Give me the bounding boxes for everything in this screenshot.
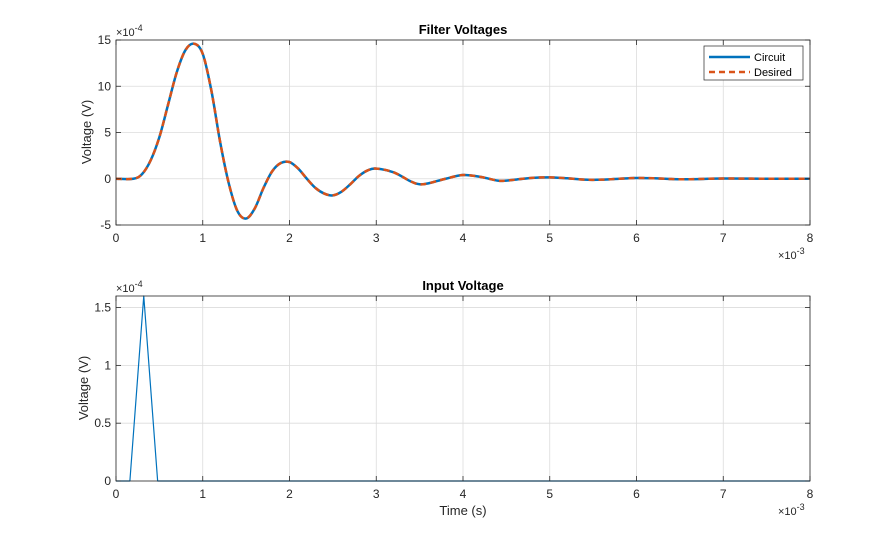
ticks: 0 1 2 3 4 5 6 7 8 0 0.5 1 1.5	[94, 296, 814, 501]
chart-title: Input Voltage	[422, 278, 503, 293]
y-tick-label: 1	[104, 358, 111, 372]
x-tick-label: 1	[199, 487, 206, 501]
y-exponent: ×10-4	[116, 279, 143, 295]
legend-label-desired: Desired	[754, 67, 792, 79]
x-tick-label: 7	[720, 487, 727, 501]
legend-box	[703, 45, 804, 81]
x-tick-label: 3	[373, 487, 380, 501]
x-tick-label: 3	[373, 231, 380, 245]
series-group	[115, 42, 811, 220]
y-axis-label: Voltage (V)	[76, 356, 91, 420]
x-tick-label: 1	[199, 231, 206, 245]
x-axis-label: Time (s)	[439, 503, 486, 518]
x-tick-label: 6	[633, 487, 640, 501]
y-tick-label: -5	[100, 218, 111, 232]
series-line-desired	[115, 42, 811, 220]
x-tick-label: 8	[807, 487, 814, 501]
chart-title: Filter Voltages	[419, 22, 508, 37]
x-tick-label: 2	[286, 487, 293, 501]
legend: Circuit Desired	[703, 45, 804, 81]
x-tick-label: 4	[460, 487, 467, 501]
x-tick-label: 5	[546, 231, 553, 245]
y-axis-label: Voltage (V)	[79, 100, 94, 164]
x-tick-label: 8	[807, 231, 814, 245]
y-tick-label: 5	[104, 126, 111, 140]
x-tick-label: 7	[720, 231, 727, 245]
x-exponent: ×10-3	[778, 246, 805, 262]
input-voltage-plot: 0 1 2 3 4 5 6 7 8 0 0.5 1 1.5 Input Voltage Voltage …	[76, 278, 814, 518]
legend-label-circuit: Circuit	[754, 52, 785, 64]
x-tick-label: 0	[113, 487, 120, 501]
x-tick-label: 0	[113, 231, 120, 245]
y-tick-label: 15	[98, 33, 112, 47]
x-tick-label: 4	[460, 231, 467, 245]
y-tick-label: 10	[98, 79, 112, 93]
y-tick-label: 1.5	[94, 301, 111, 315]
y-tick-label: 0.5	[94, 416, 111, 430]
x-tick-label: 2	[286, 231, 293, 245]
y-tick-label: 0	[104, 172, 111, 186]
y-exponent: ×10-4	[116, 23, 143, 39]
y-tick-label: 0	[104, 474, 111, 488]
x-tick-label: 5	[546, 487, 553, 501]
x-exponent: ×10-3	[778, 502, 805, 518]
x-tick-label: 6	[633, 231, 640, 245]
